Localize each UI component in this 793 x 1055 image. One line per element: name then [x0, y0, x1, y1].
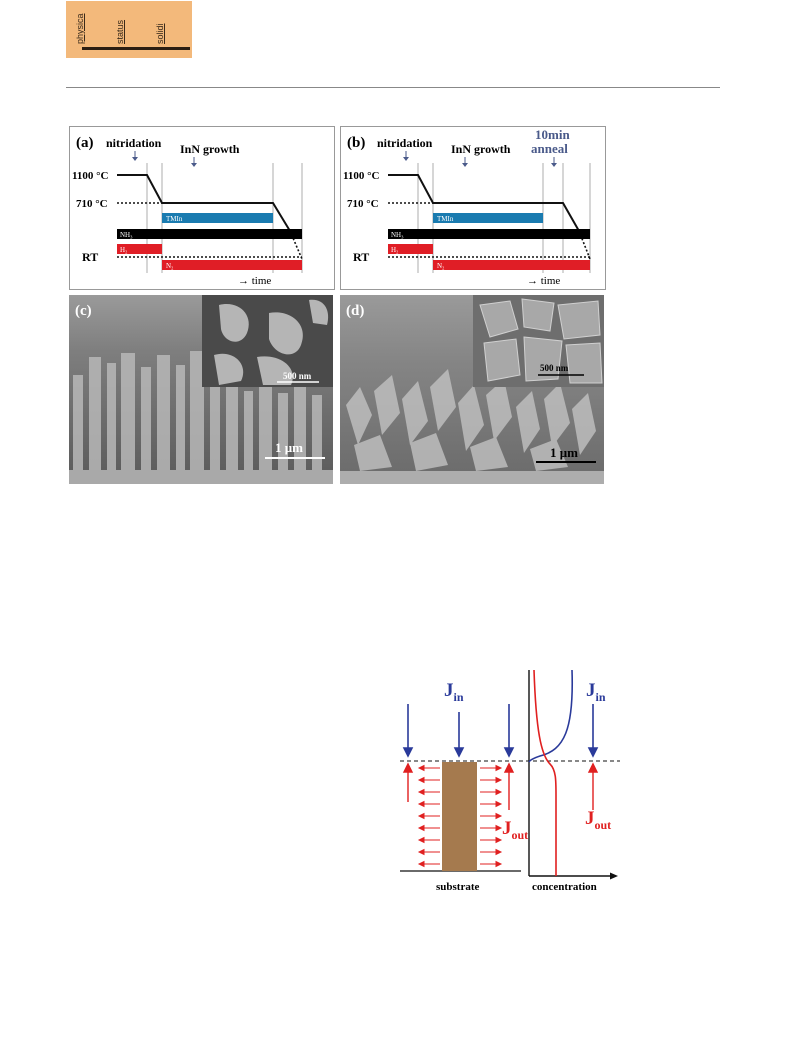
panel-a-nitridation-arrowhead: [132, 157, 138, 161]
panel-b-tmin-label: TMIn: [437, 215, 454, 223]
panel-c-label: (c): [75, 303, 92, 319]
nanopillar: [442, 762, 477, 871]
panel-a-growth-arrowhead: [191, 163, 197, 167]
panel-b-label: (b): [347, 135, 365, 151]
panel-a-n2-bar: [162, 260, 302, 270]
header-rule: [66, 87, 720, 88]
flux-diagram: Jin Jin Jout Jo: [396, 669, 620, 895]
panel-b-h2-label: H₂: [391, 246, 399, 254]
panel-a-time-axis: → time: [238, 275, 271, 287]
panel-b-temp-710: 710 °C: [347, 198, 379, 210]
logo-word-status: status: [115, 19, 125, 44]
concentration-x-arrowhead: [610, 872, 618, 880]
jin-arrows: [402, 704, 599, 758]
panel-b-anneal-arrowhead: [551, 163, 557, 167]
substrate-label: substrate: [436, 881, 480, 893]
panel-d-sem-image: (d) 500 nm 1 μm: [340, 295, 604, 484]
panel-c-sem-image: (c) 500 nm 1 μm: [69, 295, 333, 484]
panel-a-nh3-label: NH₃: [120, 231, 133, 239]
panel-a-growth-label: InN growth: [180, 142, 240, 156]
incoming-concentration-curve: [528, 669, 574, 763]
panel-b-tmin-bar: [433, 213, 543, 223]
panel-b-h2-bar: [388, 244, 433, 254]
panel-a-temp-1100: 1100 °C: [72, 170, 109, 182]
journal-logo: physica status solidi: [66, 1, 192, 58]
panel-a-nitridation-label: nitridation: [106, 136, 162, 150]
panel-a-h2-bar: [117, 244, 162, 254]
jout-label-left: Jout: [502, 818, 528, 842]
panel-b-growth-arrowhead: [462, 163, 468, 167]
panel-a-label: (a): [76, 135, 94, 151]
panel-d-inset-scale-label: 500 nm: [540, 363, 569, 373]
logo-bar: [82, 47, 190, 50]
outgoing-concentration-curve: [533, 669, 557, 876]
panel-c-pillars: [73, 351, 322, 470]
panel-b-nitridation-label: nitridation: [377, 136, 433, 150]
panel-a-n2-label: N₂: [166, 262, 174, 270]
jout-label-right: Jout: [585, 808, 611, 832]
panel-d-inset-grains: [479, 298, 603, 384]
panel-a-temp-710: 710 °C: [76, 198, 108, 210]
panel-c-scale-label: 1 μm: [275, 440, 303, 455]
panel-b-temp-1100: 1100 °C: [343, 170, 380, 182]
jout-arrows-up: [402, 762, 599, 810]
panel-d-scale-label: 1 μm: [550, 445, 578, 460]
panel-b-anneal-label-1: 10min: [535, 127, 570, 142]
panel-b-nitridation-arrowhead: [403, 157, 409, 161]
jin-label-right: Jin: [586, 680, 606, 704]
panel-c-inset-scale-label: 500 nm: [283, 371, 312, 381]
panel-b-time-axis: → time: [527, 275, 560, 287]
panel-b-n2-bar: [433, 260, 590, 270]
panel-b-nh3-bar: [388, 229, 590, 239]
panel-b-temp-rt: RT: [353, 250, 369, 264]
panel-b-anneal-label-2: anneal: [531, 141, 568, 156]
panel-a-tmin-label: TMIn: [166, 215, 183, 223]
panel-a-nh3-bar: [117, 229, 302, 239]
panel-c-substrate: [69, 470, 333, 484]
concentration-label: concentration: [532, 881, 597, 893]
panel-a-growth-schedule: (a) nitridation InN growth 1100 °C 710 °…: [69, 126, 335, 290]
jout-arrows-lateral: [417, 764, 503, 868]
panel-b-nh3-label: NH₃: [391, 231, 404, 239]
jin-label-left: Jin: [444, 680, 464, 704]
panel-c-inset-grains: [214, 299, 329, 385]
panel-b-growth-schedule: (b) nitridation InN growth 10min anneal …: [340, 126, 606, 290]
panel-a-h2-label: H₂: [120, 246, 128, 254]
panel-d-label: (d): [346, 303, 364, 319]
logo-word-physica: physica: [75, 13, 85, 44]
panel-a-temp-rt: RT: [82, 250, 98, 264]
panel-a-tmin-bar: [162, 213, 273, 223]
panel-d-substrate: [340, 471, 604, 484]
logo-word-solidi: solidi: [155, 23, 165, 44]
panel-b-n2-label: N₂: [437, 262, 445, 270]
panel-b-growth-label: InN growth: [451, 142, 511, 156]
